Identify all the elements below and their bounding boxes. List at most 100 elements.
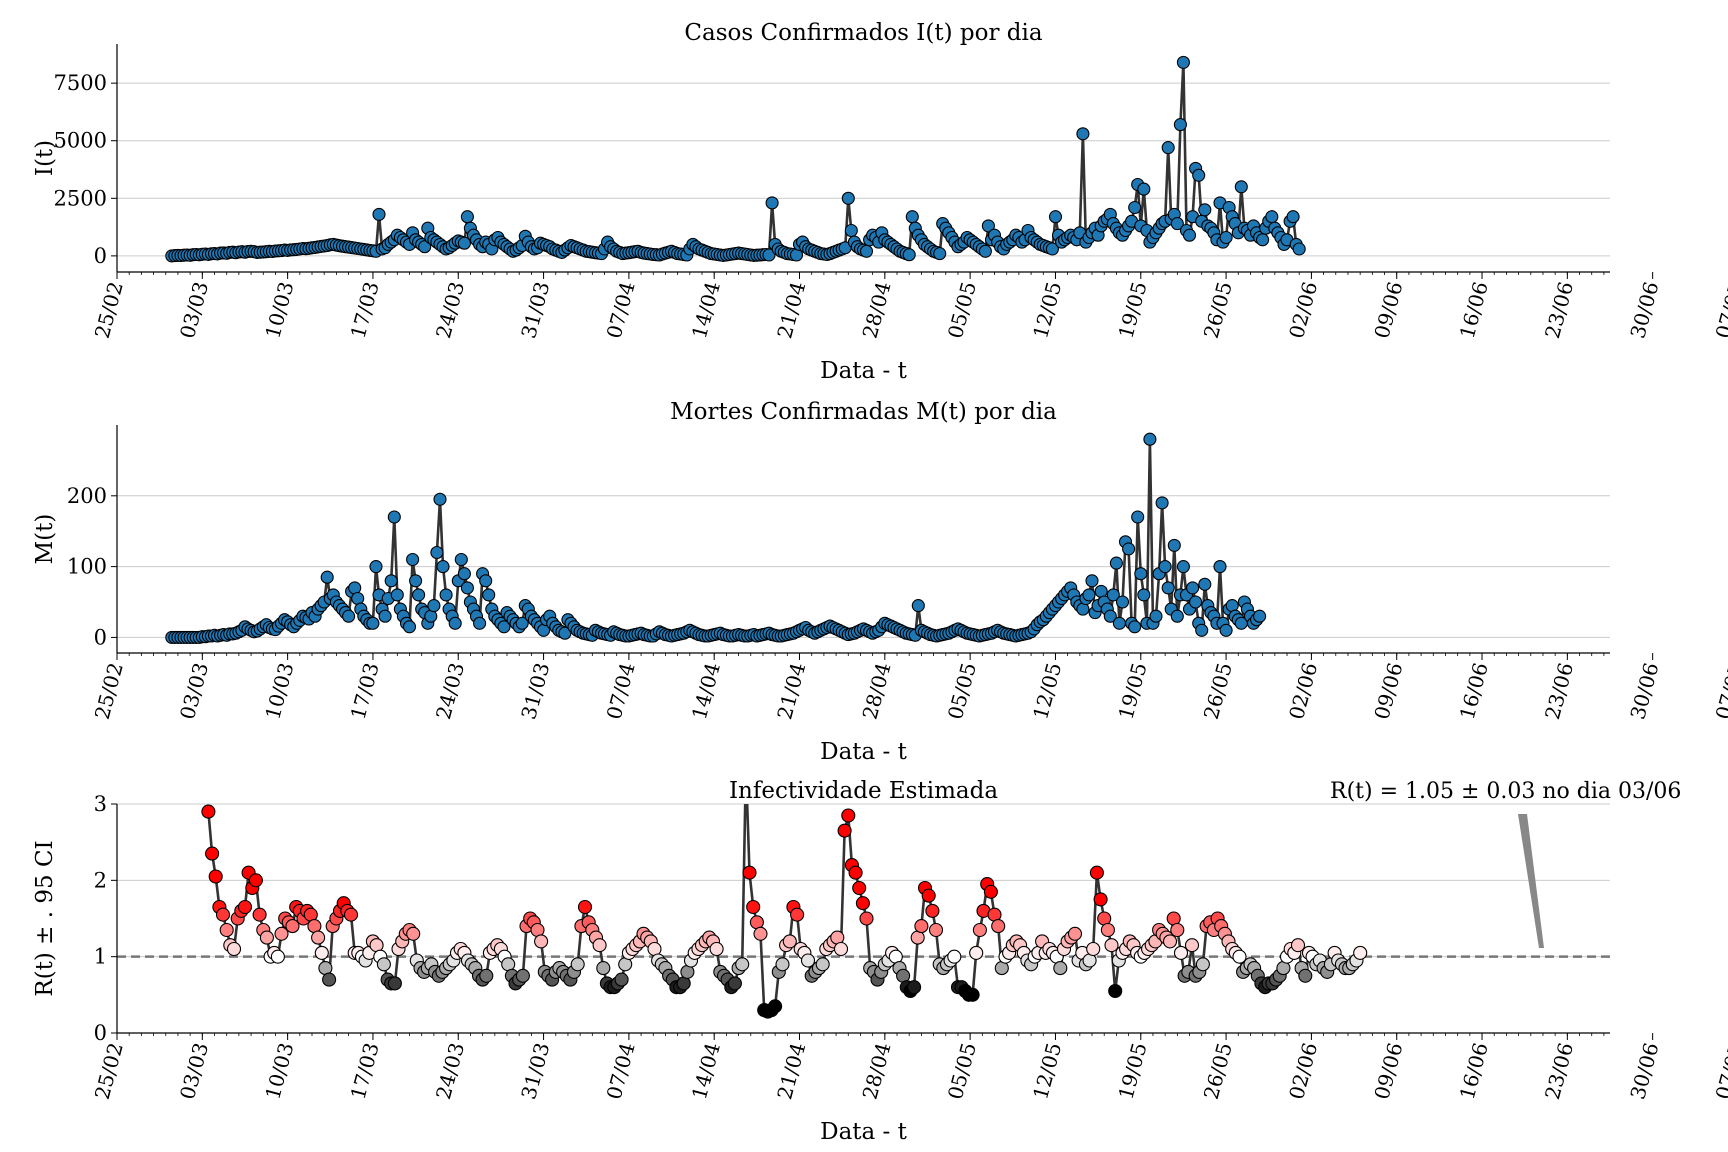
data-point xyxy=(735,957,750,972)
x-tick-label: 05/05 xyxy=(943,1040,981,1102)
data-point xyxy=(902,248,916,262)
data-point xyxy=(369,560,383,574)
rt-annotation: R(t) = 1.05 ± 0.03 no dia 03/06 xyxy=(1330,779,1681,948)
data-point xyxy=(969,945,984,960)
data-point xyxy=(320,570,334,584)
data-point xyxy=(782,934,797,949)
data-point xyxy=(991,919,1006,934)
deaths-panel: 0 100 200 25/02 03/03 10/03 17/03 24/03 31/03 07/… xyxy=(32,399,1728,765)
data-point xyxy=(921,888,936,903)
panel-title: Casos Confirmados I(t) por dia xyxy=(684,20,1042,46)
data-point xyxy=(742,865,757,880)
data-point xyxy=(768,999,783,1014)
data-point xyxy=(274,926,289,941)
data-point xyxy=(1155,496,1169,510)
data-point xyxy=(1104,938,1119,953)
data-point xyxy=(201,804,216,819)
x-tick-label: 12/05 xyxy=(1028,279,1066,341)
data-point xyxy=(1173,118,1187,132)
x-tick-label: 24/03 xyxy=(431,1040,469,1102)
x-tick-label: 03/03 xyxy=(175,279,213,341)
data-point xyxy=(418,240,432,254)
data-point xyxy=(439,588,453,602)
data-point xyxy=(907,980,922,995)
x-tick-label: 28/04 xyxy=(858,279,896,341)
data-point xyxy=(1137,182,1151,196)
data-point xyxy=(1298,968,1313,983)
y-tick-label: 0 xyxy=(94,244,107,268)
panel-title: Infectividade Estimada xyxy=(729,778,998,804)
data-point xyxy=(972,922,987,938)
y-tick-label: 7500 xyxy=(54,71,107,95)
y-tick-label: 0 xyxy=(94,625,107,649)
data-point xyxy=(285,919,300,934)
data-point xyxy=(1219,230,1233,245)
data-point xyxy=(925,903,940,918)
panel-title: Mortes Confirmadas M(t) por dia xyxy=(670,399,1057,425)
data-point xyxy=(436,560,450,574)
data-point xyxy=(1082,588,1096,602)
y-tick-label: 5000 xyxy=(54,129,107,153)
data-point xyxy=(322,972,337,987)
data-point xyxy=(815,957,830,972)
x-tick-label: 26/05 xyxy=(1199,279,1237,341)
data-point xyxy=(800,953,816,968)
data-point xyxy=(1198,577,1212,591)
x-tick-label: 17/03 xyxy=(346,660,384,722)
data-point xyxy=(1161,581,1175,595)
data-point xyxy=(775,957,790,972)
x-tick-label: 19/05 xyxy=(1114,1040,1152,1102)
data-point xyxy=(727,976,742,991)
data-point xyxy=(1161,141,1175,155)
data-point xyxy=(534,934,549,949)
data-point xyxy=(311,930,326,945)
data-point xyxy=(460,581,474,595)
data-point xyxy=(1131,510,1145,524)
data-point xyxy=(1134,567,1148,581)
data-point xyxy=(1213,560,1227,574)
data-point xyxy=(1265,210,1279,224)
data-point xyxy=(473,616,487,630)
data-point xyxy=(1045,242,1059,256)
x-tick-label: 24/03 xyxy=(431,660,469,722)
series xyxy=(201,804,1368,1019)
x-tick-label: 07/04 xyxy=(602,1040,640,1102)
data-point xyxy=(859,911,874,926)
y-tick-label: 1 xyxy=(94,945,107,969)
data-point xyxy=(1067,926,1083,941)
data-point xyxy=(1167,538,1181,552)
data-point xyxy=(855,896,870,911)
data-point xyxy=(1256,233,1270,247)
data-point xyxy=(762,248,776,262)
data-point xyxy=(1100,922,1115,938)
data-point xyxy=(983,884,998,899)
x-tick-label: 07/07 xyxy=(1711,279,1728,341)
x-tick-label: 09/06 xyxy=(1369,660,1407,722)
data-point xyxy=(366,616,380,630)
data-point xyxy=(454,552,468,567)
x-tick-label: 31/03 xyxy=(516,660,554,722)
x-tick-label: 19/05 xyxy=(1114,279,1152,341)
data-point xyxy=(384,574,398,588)
data-point xyxy=(457,236,471,250)
data-point xyxy=(1286,210,1300,224)
x-tick-label: 02/06 xyxy=(1284,660,1322,722)
x-tick-label: 10/03 xyxy=(260,1040,298,1102)
y-axis-label: R(t) ± . 95 CI xyxy=(32,840,58,996)
annotation-arrow xyxy=(1518,814,1544,948)
x-tick-label: 30/06 xyxy=(1625,1040,1663,1102)
data-point xyxy=(1103,609,1117,623)
data-point xyxy=(1053,961,1068,976)
data-point xyxy=(219,922,234,938)
x-tick-label: 02/06 xyxy=(1284,279,1322,341)
data-point xyxy=(1253,609,1267,623)
data-point xyxy=(409,574,423,588)
data-point xyxy=(1170,217,1184,231)
data-point xyxy=(1232,949,1247,964)
x-axis-label: Data - t xyxy=(820,358,908,384)
data-point xyxy=(252,907,267,922)
data-point xyxy=(914,919,929,934)
data-point xyxy=(457,567,471,581)
data-point xyxy=(430,545,444,560)
